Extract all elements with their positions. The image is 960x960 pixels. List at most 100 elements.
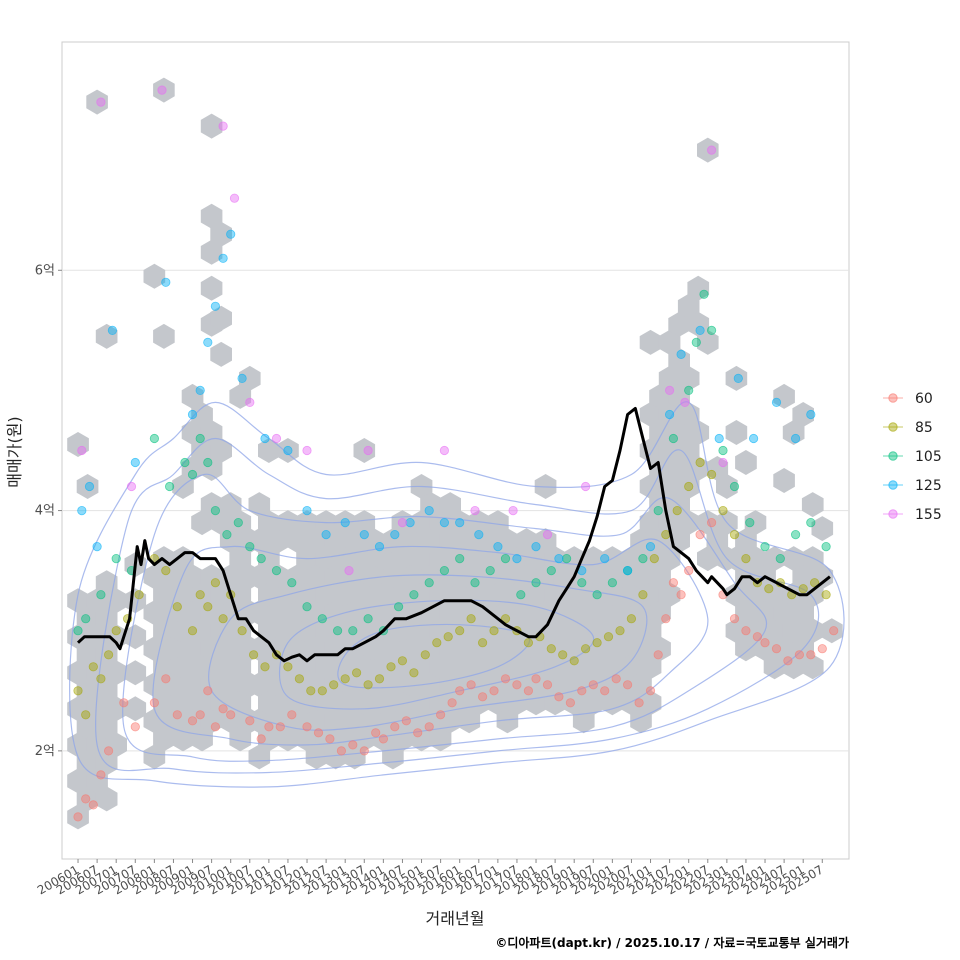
hexbin-cell [744, 582, 767, 608]
hexbin-cell [229, 582, 252, 608]
hexbin-cell [458, 636, 481, 662]
hexbin-cell [363, 636, 385, 662]
data-point-125 [195, 385, 205, 395]
hexbin-cell [95, 678, 118, 704]
data-point-105 [348, 626, 358, 636]
hexbin-cell [67, 768, 89, 794]
hexbin-cell [258, 546, 280, 572]
hexbin-cell [668, 456, 690, 481]
hexbin-cell [725, 420, 748, 445]
hexbin-cell [639, 618, 662, 644]
hexbin-cell [420, 564, 442, 590]
hexbin-cell [658, 438, 681, 463]
data-point-155 [77, 445, 87, 456]
hexbin-cell [219, 672, 242, 698]
data-point-125 [226, 229, 236, 239]
data-point-105 [607, 578, 618, 588]
data-point-60 [752, 632, 763, 642]
hexbin-cell [792, 564, 814, 590]
hexbin-cell [315, 582, 337, 608]
hexbin-cell [592, 636, 614, 662]
data-point-85 [821, 590, 831, 600]
data-point-105 [699, 289, 709, 299]
hexbin-cell [496, 600, 519, 626]
data-point-60 [424, 722, 434, 732]
legend-label: 155 [915, 507, 942, 523]
legend-key-dot [888, 509, 898, 519]
hexbin-cell [735, 636, 757, 662]
hexbin-cell [191, 510, 213, 536]
x-axis-title: 거래년월 [426, 909, 485, 928]
data-point-105 [668, 433, 679, 444]
data-point-85 [695, 457, 705, 468]
hexbin-cell [410, 654, 433, 680]
hexbin-cell [477, 564, 500, 590]
hexbin-cell [735, 450, 757, 475]
data-point-60 [771, 644, 782, 654]
hexbin-cell [429, 654, 452, 680]
hexbin-cell [649, 636, 671, 662]
hexbin-cell [763, 546, 786, 572]
hexbin-cell [86, 588, 108, 614]
hexbin-cell [448, 546, 471, 572]
hexbin-cell [448, 654, 471, 680]
hexbin-cell [363, 564, 385, 590]
hexbin-cell [782, 654, 805, 680]
hexbin-cell [420, 672, 442, 698]
hexbin-cell [782, 546, 805, 572]
data-point-105 [302, 602, 312, 612]
data-point-60 [119, 698, 129, 708]
hexbin-cell [582, 618, 605, 644]
data-point-60 [588, 680, 598, 690]
data-point-85 [798, 584, 808, 594]
hexbin-cell [725, 365, 748, 391]
data-point-85 [374, 674, 385, 684]
hexbin-cell [572, 672, 595, 698]
data-point-60 [73, 812, 83, 822]
data-point-105 [485, 565, 495, 576]
data-point-105 [233, 517, 243, 528]
data-point-60 [275, 722, 285, 732]
hexbin-cell [372, 546, 395, 572]
hexbin-cell [448, 510, 471, 536]
hexbin-cell [334, 546, 356, 572]
hexbin-cell [200, 708, 223, 734]
hexbin-cell [191, 654, 213, 680]
hexbin-cell [153, 690, 175, 716]
data-point-125 [512, 553, 522, 564]
data-point-60 [645, 686, 656, 696]
trend-line [76, 406, 831, 663]
data-point-60 [600, 686, 610, 696]
data-point-105 [561, 553, 572, 564]
hexbin-cell [582, 654, 605, 680]
data-point-155 [245, 397, 255, 407]
hexbin-cell [324, 744, 347, 770]
data-point-60 [523, 686, 534, 696]
data-point-125 [714, 433, 724, 444]
data-point-125 [645, 541, 656, 552]
caption: ©디아파트(dapt.kr) / 2025.10.17 / 자료=국토교통부 실… [495, 935, 849, 950]
hexbin-cell [410, 546, 433, 572]
hexbin-cell [391, 654, 414, 680]
data-point-85 [443, 632, 453, 642]
hexbin-cell [229, 726, 252, 752]
data-point-60 [622, 680, 633, 690]
data-point-60 [401, 716, 411, 726]
hexbin-cell [658, 582, 681, 608]
hexbin-cell [658, 329, 681, 355]
hexbin-cell [296, 690, 318, 716]
data-point-60 [542, 680, 553, 690]
data-point-60 [264, 722, 274, 732]
hexbin-cell [124, 696, 147, 722]
hexbin-cell [219, 564, 242, 590]
data-point-85 [218, 614, 228, 624]
data-point-105 [165, 481, 175, 492]
data-point-105 [393, 602, 404, 612]
hexbin-cell [372, 690, 395, 716]
hexbin-cell [706, 528, 729, 554]
hexbin-cell [200, 113, 223, 139]
data-point-60 [371, 728, 381, 738]
data-point-105 [592, 590, 602, 600]
hexbin-cell [773, 636, 795, 662]
hexbin-cell [525, 690, 547, 716]
